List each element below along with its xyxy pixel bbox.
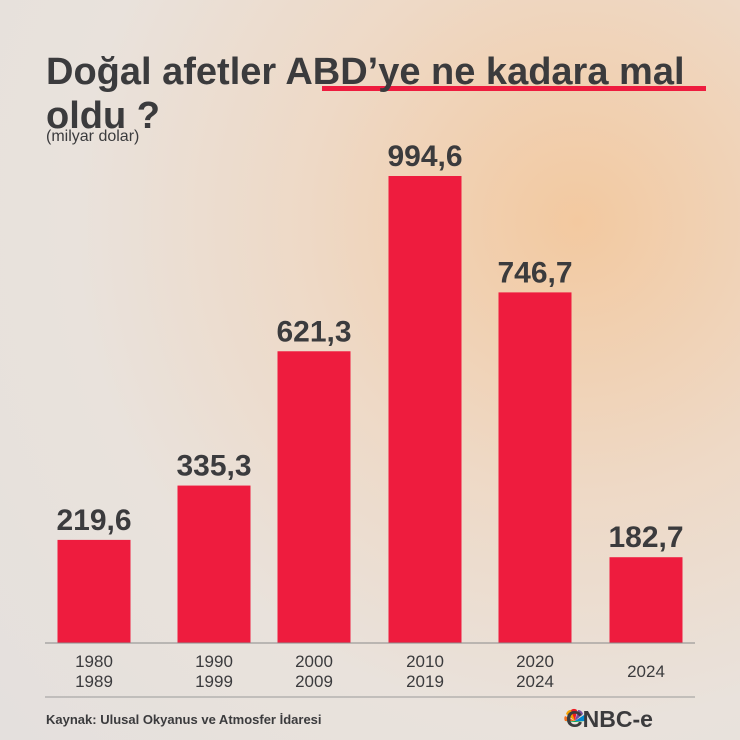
x-tick-line: 1990 [195, 652, 233, 671]
x-tick-line: 2024 [516, 672, 554, 691]
x-tick-line: 2010 [406, 652, 444, 671]
chart-title: Doğal afetler ABD’ye ne kadara mal oldu … [46, 51, 685, 137]
x-tick-line: 1999 [195, 672, 233, 691]
x-tick-line: 2009 [295, 672, 333, 691]
value-label: 994,6 [387, 140, 462, 173]
x-tick-line: 2000 [295, 652, 333, 671]
chart-subtitle: (milyar dolar) [46, 128, 140, 145]
bar [57, 539, 131, 643]
x-tick-label: 2010 2019 [406, 652, 444, 691]
x-tick-line: 2019 [406, 672, 444, 691]
bar [277, 351, 351, 643]
x-tick-line: 2020 [516, 652, 554, 671]
title-underline [322, 86, 706, 91]
x-tick-label: 1980 1989 [75, 652, 113, 691]
x-tick-label: 2024 [627, 662, 665, 681]
value-label: 621,3 [276, 315, 351, 348]
brand-logo: CNBC-e [566, 706, 653, 732]
x-tick-line: 1980 [75, 652, 113, 671]
value-label: 335,3 [176, 450, 251, 483]
value-label: 182,7 [608, 521, 683, 554]
bar [609, 557, 683, 643]
bar [177, 485, 251, 643]
bar [388, 176, 462, 643]
bar [498, 292, 572, 643]
x-tick-label: 1990 1999 [195, 652, 233, 691]
x-tick-line: 1989 [75, 672, 113, 691]
source-note: Kaynak: Ulusal Okyanus ve Atmosfer İdare… [46, 712, 322, 727]
x-tick-label: 2020 2024 [516, 652, 554, 691]
x-tick-line: 2024 [627, 662, 665, 681]
value-label: 746,7 [497, 256, 572, 289]
logo-icon [564, 709, 586, 722]
value-label: 219,6 [56, 504, 131, 537]
x-tick-label: 2000 2009 [295, 652, 333, 691]
